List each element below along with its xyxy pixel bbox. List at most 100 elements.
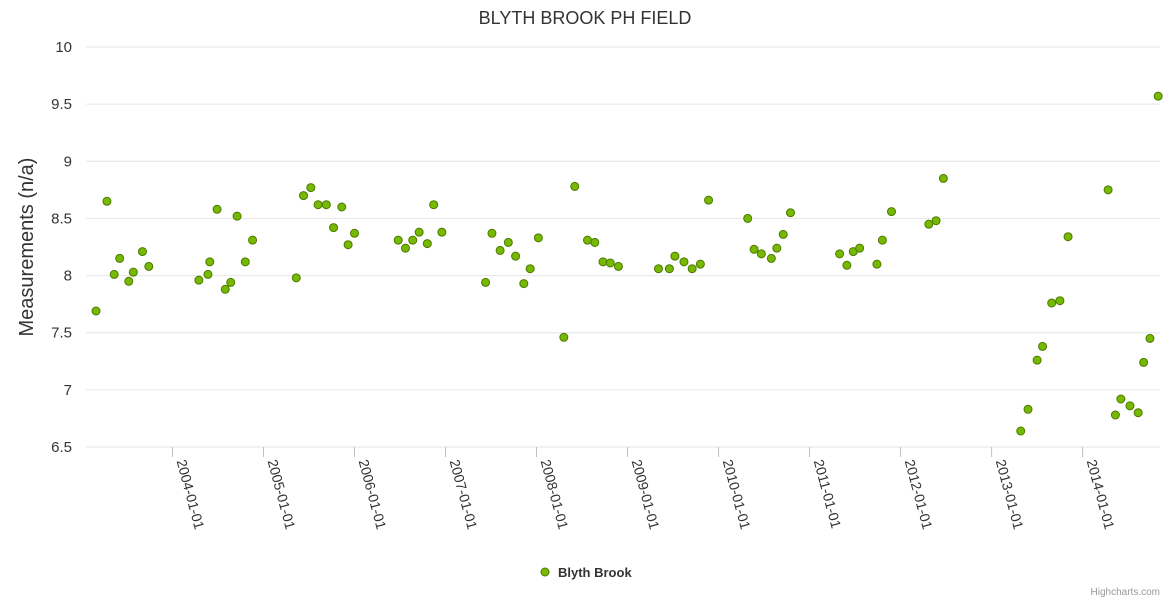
- data-point[interactable]: [938, 173, 948, 183]
- data-point[interactable]: [743, 213, 753, 223]
- data-point[interactable]: [109, 269, 119, 279]
- data-point[interactable]: [220, 284, 230, 294]
- data-point[interactable]: [583, 235, 593, 245]
- data-point[interactable]: [570, 181, 580, 191]
- data-point[interactable]: [855, 243, 865, 253]
- data-point[interactable]: [194, 275, 204, 285]
- y-tick-label: 8: [64, 268, 72, 285]
- y-axis-label: Measurements (n/a): [16, 158, 38, 337]
- data-point[interactable]: [1125, 401, 1135, 411]
- x-tick-label: 2012-01-01: [902, 458, 936, 532]
- data-point[interactable]: [872, 259, 882, 269]
- data-point[interactable]: [137, 247, 147, 257]
- data-point[interactable]: [749, 244, 759, 254]
- legend-marker[interactable]: [540, 567, 550, 577]
- data-point[interactable]: [1047, 298, 1057, 308]
- data-point[interactable]: [343, 240, 353, 250]
- data-point[interactable]: [590, 237, 600, 247]
- data-point[interactable]: [924, 219, 934, 229]
- data-point[interactable]: [437, 227, 447, 237]
- legend-item-blyth-brook[interactable]: Blyth Brook: [558, 565, 632, 580]
- data-point[interactable]: [511, 251, 521, 261]
- data-point[interactable]: [1038, 341, 1048, 351]
- data-point[interactable]: [598, 257, 608, 267]
- data-point[interactable]: [393, 235, 403, 245]
- x-tick-label: 2008-01-01: [538, 458, 572, 532]
- data-point[interactable]: [205, 257, 215, 267]
- data-point[interactable]: [503, 237, 513, 247]
- data-point[interactable]: [350, 228, 359, 238]
- data-point[interactable]: [1133, 408, 1143, 418]
- data-point[interactable]: [1032, 355, 1042, 365]
- x-tick-label: 2013-01-01: [993, 458, 1027, 532]
- data-point[interactable]: [1055, 296, 1065, 306]
- data-point[interactable]: [203, 269, 213, 279]
- data-point[interactable]: [887, 207, 896, 217]
- data-point[interactable]: [313, 200, 323, 210]
- data-point[interactable]: [321, 200, 331, 210]
- y-tick-label: 7: [64, 382, 72, 399]
- data-point[interactable]: [1103, 185, 1113, 195]
- data-point[interactable]: [115, 253, 125, 263]
- data-point[interactable]: [212, 204, 222, 214]
- data-point[interactable]: [525, 264, 535, 274]
- data-point[interactable]: [487, 228, 497, 238]
- data-point[interactable]: [1063, 232, 1073, 242]
- data-point[interactable]: [679, 257, 689, 267]
- data-point[interactable]: [226, 277, 236, 287]
- data-point[interactable]: [559, 332, 569, 342]
- data-point[interactable]: [144, 261, 154, 271]
- data-point[interactable]: [785, 208, 795, 218]
- data-point[interactable]: [400, 243, 410, 253]
- data-point[interactable]: [835, 249, 845, 259]
- data-point[interactable]: [240, 257, 250, 267]
- legend[interactable]: Blyth Brook: [540, 565, 632, 580]
- data-point[interactable]: [605, 258, 615, 268]
- data-point[interactable]: [329, 223, 339, 233]
- data-point[interactable]: [533, 233, 543, 243]
- data-point[interactable]: [778, 229, 788, 239]
- data-point[interactable]: [291, 273, 301, 283]
- data-point[interactable]: [766, 253, 776, 263]
- y-axis: 6.5 7 7.5 8 8.5 9 9.5 10: [51, 39, 72, 456]
- data-point[interactable]: [337, 202, 347, 212]
- data-point[interactable]: [128, 267, 138, 277]
- data-point[interactable]: [695, 259, 705, 269]
- data-point[interactable]: [613, 261, 623, 271]
- data-point[interactable]: [124, 276, 134, 286]
- data-point[interactable]: [772, 243, 782, 253]
- data-point[interactable]: [1116, 394, 1126, 404]
- data-point[interactable]: [1110, 410, 1120, 420]
- data-point[interactable]: [299, 191, 309, 201]
- data-point[interactable]: [519, 279, 529, 289]
- data-point[interactable]: [1153, 91, 1163, 101]
- data-point[interactable]: [670, 251, 680, 261]
- data-point[interactable]: [306, 183, 316, 193]
- data-point[interactable]: [1023, 404, 1033, 414]
- x-axis: 2004-01-01 2005-01-01 2006-01-01 2007-01-01…: [171, 447, 1118, 532]
- data-point[interactable]: [429, 200, 439, 210]
- x-tick-label: 2014-01-01: [1084, 458, 1118, 532]
- data-point[interactable]: [842, 260, 852, 270]
- data-point[interactable]: [1145, 333, 1155, 343]
- data-point[interactable]: [1016, 426, 1026, 436]
- data-point[interactable]: [664, 264, 674, 274]
- data-point[interactable]: [91, 306, 101, 316]
- data-point[interactable]: [495, 245, 505, 255]
- data-point[interactable]: [704, 195, 714, 205]
- data-point[interactable]: [248, 235, 258, 245]
- data-point[interactable]: [414, 227, 424, 237]
- data-point[interactable]: [931, 216, 941, 226]
- data-point[interactable]: [102, 196, 112, 206]
- data-point[interactable]: [422, 239, 432, 249]
- data-point[interactable]: [877, 235, 887, 245]
- data-point[interactable]: [232, 211, 242, 221]
- data-point[interactable]: [481, 277, 491, 287]
- data-point[interactable]: [1139, 357, 1149, 367]
- data-point[interactable]: [687, 264, 697, 274]
- data-point[interactable]: [653, 264, 663, 274]
- y-tick-label: 9.5: [51, 96, 72, 113]
- credits-link[interactable]: Highcharts.com: [1091, 587, 1160, 598]
- data-point[interactable]: [408, 235, 418, 245]
- data-point[interactable]: [756, 249, 766, 259]
